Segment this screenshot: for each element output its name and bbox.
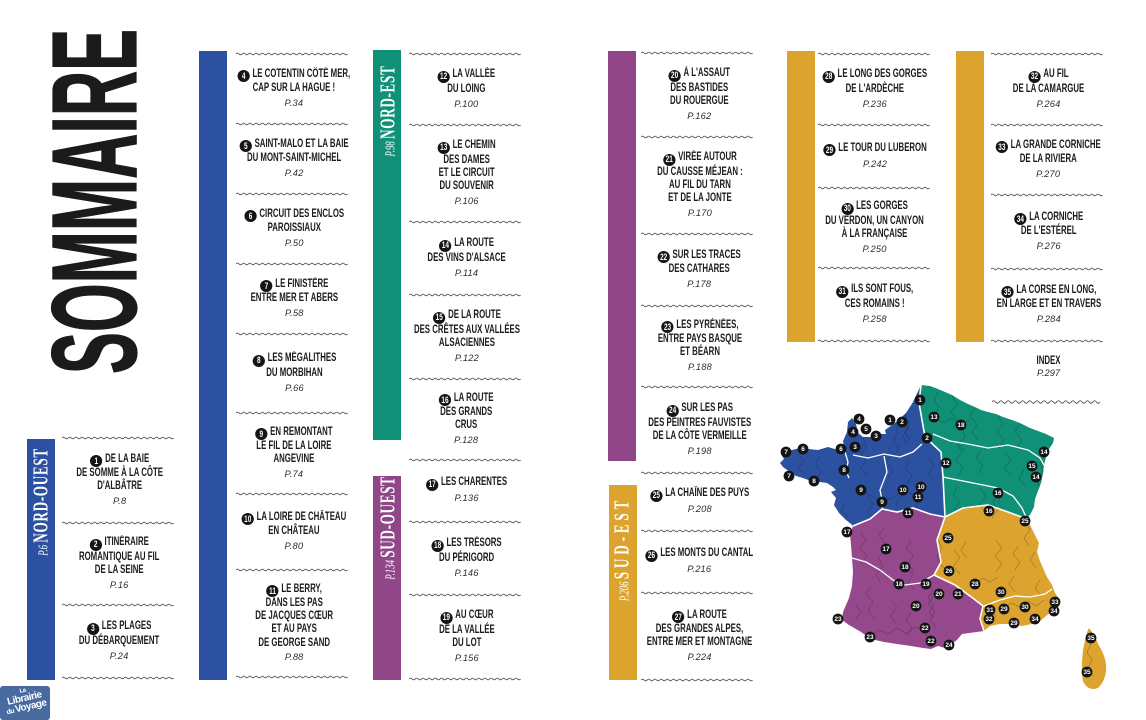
svg-text:30: 30 — [997, 589, 1005, 596]
svg-text:9: 9 — [880, 499, 884, 506]
svg-text:3: 3 — [853, 444, 857, 451]
svg-text:12: 12 — [942, 460, 950, 467]
svg-text:29: 29 — [1000, 606, 1008, 613]
svg-text:7: 7 — [784, 449, 788, 456]
svg-text:32: 32 — [985, 616, 993, 623]
svg-text:7: 7 — [787, 473, 791, 480]
svg-text:8: 8 — [842, 467, 846, 474]
svg-text:20: 20 — [935, 591, 943, 598]
svg-text:3: 3 — [874, 433, 878, 440]
svg-text:34: 34 — [1031, 616, 1039, 623]
svg-text:10: 10 — [899, 487, 907, 494]
svg-text:21: 21 — [954, 591, 962, 598]
svg-text:33: 33 — [1051, 599, 1059, 606]
svg-text:25: 25 — [1021, 518, 1029, 525]
svg-text:4: 4 — [851, 429, 855, 436]
svg-text:34: 34 — [1050, 608, 1058, 615]
svg-text:24: 24 — [945, 642, 953, 649]
svg-text:18: 18 — [901, 564, 909, 571]
svg-text:19: 19 — [922, 581, 930, 588]
svg-text:25: 25 — [944, 535, 952, 542]
svg-text:18: 18 — [895, 581, 903, 588]
svg-text:23: 23 — [866, 634, 874, 641]
svg-text:2: 2 — [925, 435, 929, 442]
svg-text:SOMMAIRE: SOMMAIRE — [26, 29, 162, 374]
svg-text:22: 22 — [921, 625, 929, 632]
svg-text:14: 14 — [1040, 449, 1048, 456]
svg-text:4: 4 — [857, 416, 861, 423]
svg-text:23: 23 — [834, 616, 842, 623]
svg-text:16: 16 — [985, 508, 993, 515]
svg-text:11: 11 — [915, 494, 922, 501]
svg-text:28: 28 — [971, 581, 979, 588]
svg-text:18: 18 — [957, 422, 965, 429]
svg-text:29: 29 — [1010, 620, 1018, 627]
svg-text:11: 11 — [905, 510, 912, 517]
svg-text:6: 6 — [801, 446, 805, 453]
svg-text:17: 17 — [843, 529, 851, 536]
svg-text:30: 30 — [1021, 604, 1029, 611]
svg-text:10: 10 — [917, 484, 925, 491]
svg-text:8: 8 — [812, 478, 816, 485]
svg-text:6: 6 — [839, 446, 843, 453]
svg-text:22: 22 — [927, 638, 935, 645]
svg-text:14: 14 — [1032, 474, 1040, 481]
svg-text:13: 13 — [930, 414, 938, 421]
svg-text:16: 16 — [994, 490, 1002, 497]
svg-text:17: 17 — [882, 546, 890, 553]
svg-text:35: 35 — [1083, 669, 1091, 676]
svg-text:2: 2 — [900, 419, 904, 426]
svg-text:15: 15 — [1028, 463, 1036, 470]
svg-text:1: 1 — [918, 397, 922, 404]
svg-text:5: 5 — [864, 426, 868, 433]
svg-text:1: 1 — [888, 417, 892, 424]
svg-text:20: 20 — [912, 603, 920, 610]
svg-text:9: 9 — [859, 487, 863, 494]
svg-text:26: 26 — [945, 568, 953, 575]
svg-text:31: 31 — [986, 607, 994, 614]
svg-text:35: 35 — [1087, 635, 1095, 642]
